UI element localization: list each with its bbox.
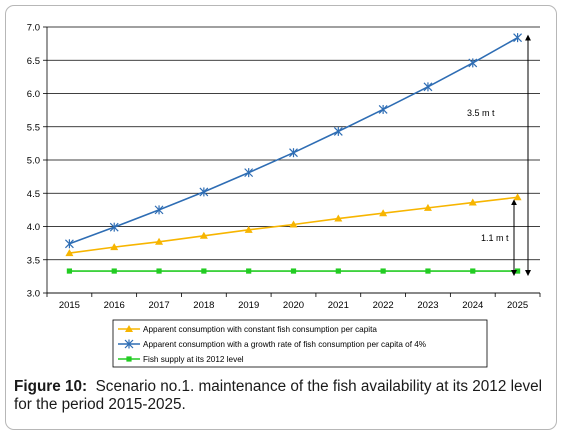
x-tick-label: 2024	[462, 300, 483, 311]
asterisk-marker	[378, 104, 388, 114]
series-line	[69, 36, 518, 245]
x-tick-label: 2019	[238, 300, 259, 311]
y-tick-label: 6.0	[27, 89, 40, 100]
x-tick-label: 2016	[104, 300, 125, 311]
legend: Apparent consumption with constant fish …	[112, 319, 488, 368]
asterisk-marker	[124, 339, 134, 349]
x-tick-labels: 2015 2016 2017 2018 2019 2020 2021 2022 2023 2024…	[59, 300, 528, 311]
asterisk-marker	[109, 222, 119, 232]
triangle-marker	[334, 214, 343, 222]
legend-label: Apparent consumption with a growth rate …	[143, 340, 426, 349]
figure-caption: Figure 10: Scenario no.1. maintenance of…	[14, 378, 549, 414]
triangle-marker	[289, 220, 298, 228]
square-marker	[425, 268, 431, 274]
square-marker	[514, 268, 521, 274]
square-marker	[380, 268, 386, 274]
annotation-1-1: 1.1 m t	[481, 233, 509, 243]
series-1	[65, 193, 522, 257]
y-tick-label: 4.0	[27, 222, 40, 233]
legend-label: Apparent consumption with constant fish …	[143, 325, 377, 334]
asterisk-marker	[64, 239, 74, 249]
asterisk-marker	[423, 82, 433, 92]
legend-item-1: Apparent consumption with constant fish …	[118, 325, 377, 334]
triangle-marker	[513, 193, 522, 201]
x-tick-label: 2023	[417, 300, 438, 311]
x-tick-label: 2018	[193, 300, 214, 311]
triangle-marker	[423, 203, 432, 211]
square-marker	[126, 356, 132, 362]
annotation-3-5: 3.5 m t	[467, 108, 495, 118]
x-tick-label: 2020	[283, 300, 304, 311]
asterisk-marker	[333, 126, 343, 136]
asterisk-marker	[154, 205, 164, 215]
x-tick-label: 2021	[328, 300, 349, 311]
y-tick-labels: 3.0 3.5 4.0 4.5 5.0 5.5 6.0 6.5 7.0	[27, 23, 40, 300]
square-marker	[66, 268, 73, 274]
square-marker	[335, 268, 341, 274]
triangle-marker	[125, 325, 133, 332]
caption-label: Figure 10:	[14, 378, 88, 395]
square-marker	[246, 268, 252, 274]
square-marker	[111, 268, 117, 274]
triangle-marker	[379, 209, 388, 217]
asterisk-marker	[244, 168, 254, 178]
x-tick-label: 2017	[148, 300, 169, 311]
square-marker	[201, 268, 207, 274]
square-marker	[156, 268, 162, 274]
y-tick-label: 3.0	[27, 289, 40, 300]
triangle-marker	[65, 249, 74, 257]
series-3	[66, 268, 521, 274]
legend-box	[112, 319, 488, 368]
x-tick-label: 2022	[373, 300, 394, 311]
axes	[43, 26, 541, 297]
y-tick-label: 5.5	[27, 122, 40, 133]
legend-item-3: Fish supply at its 2012 level	[118, 355, 244, 364]
asterisk-marker	[289, 148, 298, 158]
x-tick-label: 2015	[59, 300, 80, 311]
y-tick-label: 3.5	[27, 255, 40, 266]
series-lines	[64, 33, 523, 274]
x-tick-label: 2025	[507, 300, 528, 311]
asterisk-marker	[513, 33, 523, 43]
y-tick-label: 5.0	[27, 156, 40, 167]
triangle-marker	[468, 198, 477, 206]
series-2	[64, 33, 523, 249]
y-tick-label: 6.5	[27, 56, 40, 67]
y-tick-label: 4.5	[27, 189, 40, 200]
triangle-marker	[199, 231, 208, 239]
triangle-marker	[155, 237, 164, 245]
caption-text: Scenario no.1. maintenance of the fish a…	[14, 378, 543, 413]
triangle-marker	[110, 243, 119, 251]
square-marker	[290, 268, 297, 274]
annotations: 3.5 m t 1.1 m t	[467, 34, 531, 277]
asterisk-marker	[199, 187, 209, 197]
triangle-marker	[244, 225, 253, 233]
square-marker	[470, 268, 476, 274]
y-tick-label: 7.0	[27, 23, 40, 34]
asterisk-marker	[468, 58, 478, 68]
legend-item-2: Apparent consumption with a growth rate …	[118, 339, 426, 349]
legend-label: Fish supply at its 2012 level	[143, 355, 244, 364]
